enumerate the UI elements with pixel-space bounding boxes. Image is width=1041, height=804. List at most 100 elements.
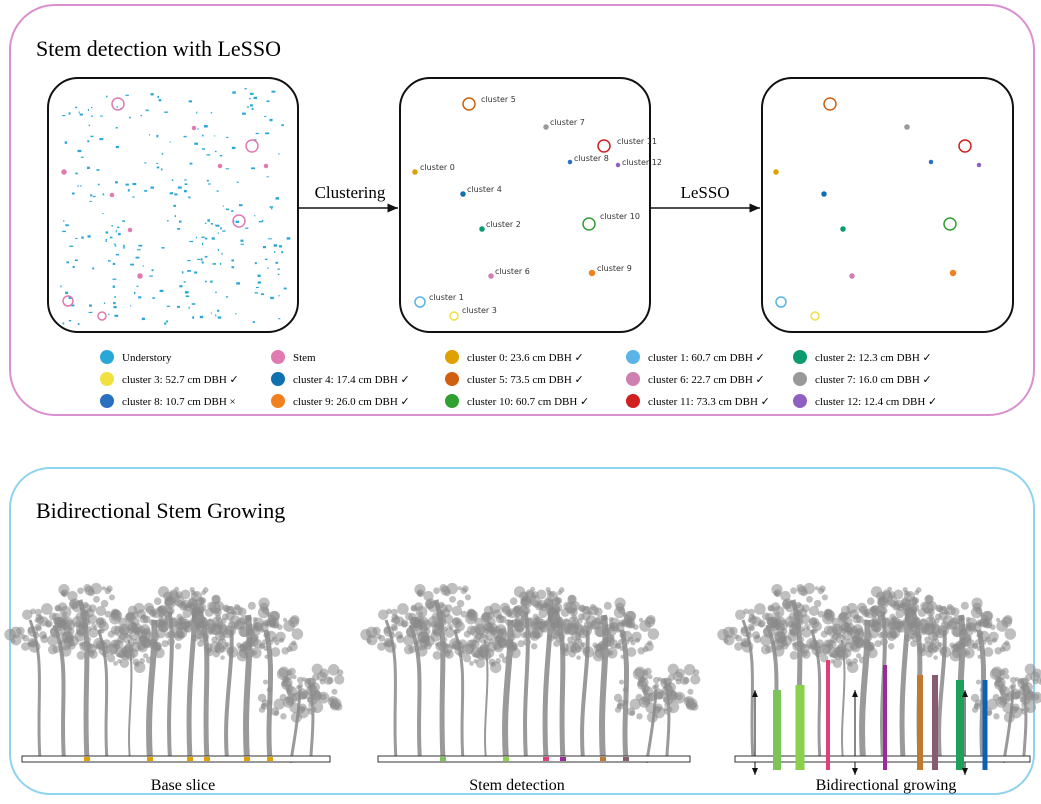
- foliage: [227, 646, 238, 657]
- top-title: Stem detection with LeSSO: [36, 36, 281, 61]
- understory-point: [96, 169, 99, 171]
- understory-point: [173, 205, 176, 207]
- foliage: [263, 680, 268, 685]
- stem-point: [129, 229, 132, 232]
- foliage: [212, 595, 220, 603]
- foliage: [772, 620, 777, 625]
- foliage: [252, 650, 257, 655]
- understory-point: [149, 134, 150, 135]
- arrow-label: Clustering: [315, 183, 386, 202]
- foliage: [454, 645, 464, 655]
- foliage: [822, 594, 828, 600]
- foliage: [320, 694, 327, 701]
- foliage: [878, 615, 883, 620]
- legend-label: cluster 10: 60.7 cm DBH ✓: [467, 396, 589, 408]
- foliage: [687, 689, 693, 695]
- understory-point: [141, 115, 143, 116]
- foliage: [806, 626, 810, 630]
- foliage: [984, 647, 994, 657]
- understory-point: [172, 179, 173, 181]
- understory-point: [215, 225, 219, 226]
- foliage: [22, 609, 32, 619]
- understory-point: [63, 220, 64, 222]
- foliage: [222, 639, 226, 643]
- foliage: [49, 613, 57, 621]
- understory-point: [152, 297, 155, 299]
- stem-slice: [440, 757, 446, 761]
- legend-label: cluster 0: 23.6 cm DBH ✓: [467, 352, 584, 364]
- understory-point: [237, 182, 239, 183]
- foliage: [594, 607, 603, 616]
- understory-point: [188, 196, 190, 198]
- foliage: [814, 600, 822, 608]
- foliage: [818, 588, 825, 595]
- stem-slice: [147, 757, 153, 761]
- foliage: [259, 643, 265, 649]
- foliage: [93, 596, 100, 603]
- understory-point: [160, 290, 164, 292]
- foliage: [617, 703, 624, 710]
- understory-point: [117, 106, 118, 108]
- understory-point: [270, 119, 273, 121]
- understory-point: [250, 104, 253, 106]
- foliage: [809, 606, 819, 616]
- foliage: [752, 616, 762, 626]
- foliage: [405, 613, 413, 621]
- caption: Bidirectional growing: [816, 777, 957, 794]
- understory-point: [166, 320, 168, 322]
- foliage: [445, 651, 451, 657]
- foliage: [260, 603, 269, 612]
- foliage: [602, 637, 612, 647]
- stem-point: [219, 165, 222, 168]
- stem-point: [111, 194, 114, 197]
- foliage: [297, 685, 302, 690]
- cluster-label: cluster 10: [600, 212, 640, 221]
- foliage: [935, 639, 939, 643]
- understory-point: [175, 215, 176, 217]
- understory-point: [138, 245, 142, 247]
- foliage: [62, 611, 67, 616]
- cluster-label: cluster 1: [429, 293, 464, 302]
- understory-point: [138, 296, 141, 298]
- foliage: [623, 615, 632, 624]
- understory-point: [264, 116, 266, 117]
- understory-point: [179, 221, 182, 223]
- understory-point: [89, 305, 92, 307]
- foliage: [425, 600, 434, 609]
- understory-point: [129, 117, 131, 119]
- understory-point: [217, 310, 219, 312]
- understory-point: [182, 271, 184, 273]
- understory-point: [201, 258, 202, 260]
- foliage: [377, 642, 386, 651]
- foliage: [1010, 685, 1015, 690]
- foliage: [144, 603, 154, 613]
- foliage: [395, 616, 405, 626]
- understory-point: [81, 157, 84, 158]
- understory-point: [267, 268, 269, 269]
- foliage: [749, 625, 755, 631]
- foliage: [636, 713, 642, 719]
- understory-point: [185, 183, 188, 185]
- foliage: [36, 625, 42, 631]
- understory-point: [214, 135, 215, 136]
- understory-point: [252, 108, 254, 110]
- foliage: [201, 590, 206, 595]
- base-slice: [22, 756, 330, 762]
- foliage: [614, 694, 622, 702]
- foliage: [469, 661, 474, 666]
- understory-point: [254, 215, 255, 217]
- foliage: [108, 631, 115, 638]
- foliage: [615, 643, 621, 649]
- understory-point: [104, 303, 105, 305]
- foliage: [452, 606, 462, 616]
- foliage: [811, 629, 816, 634]
- understory-point: [179, 285, 182, 287]
- foliage: [742, 641, 754, 653]
- foliage: [809, 617, 817, 625]
- foliage: [292, 675, 297, 680]
- understory-point: [211, 313, 212, 314]
- foliage: [274, 710, 280, 716]
- foliage: [961, 602, 969, 610]
- understory-point: [116, 230, 117, 232]
- understory-point: [270, 297, 274, 299]
